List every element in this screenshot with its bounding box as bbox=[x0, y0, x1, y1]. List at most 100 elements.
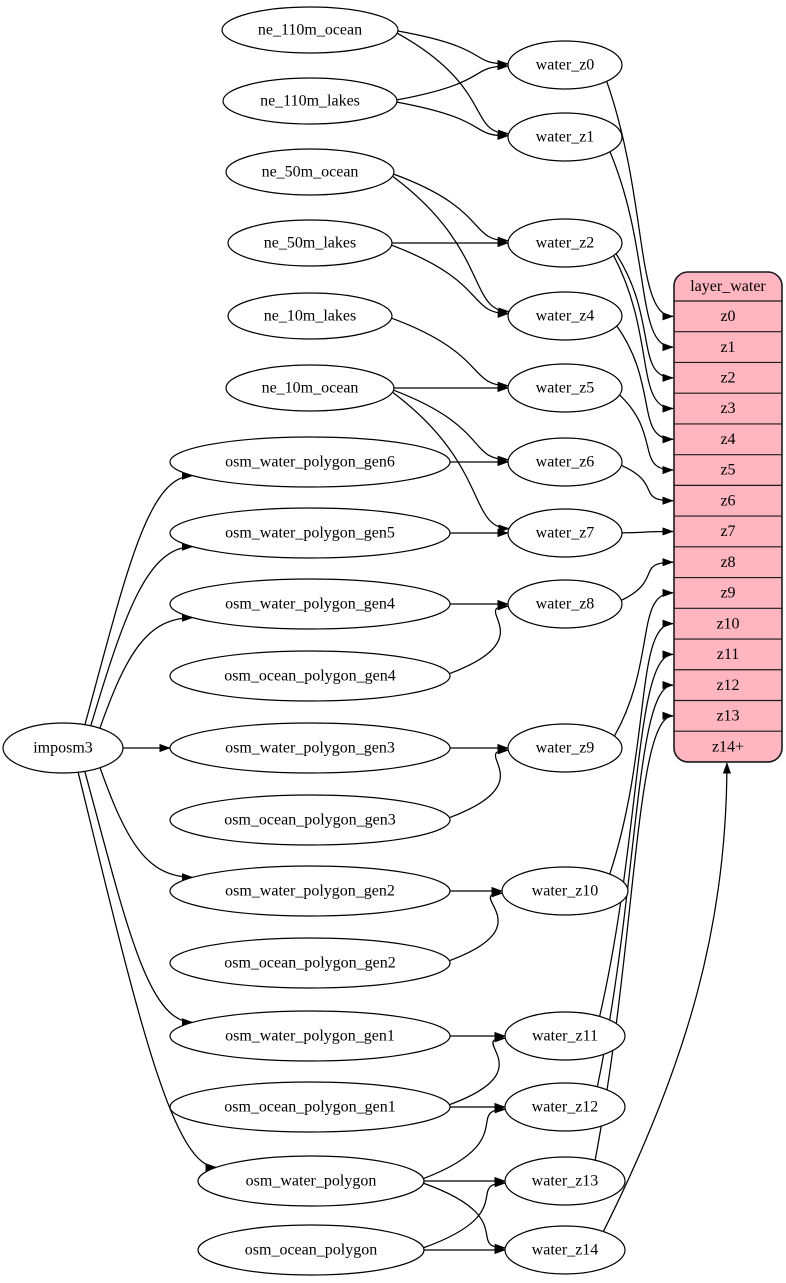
edge-water_z12-to-z12 bbox=[596, 681, 674, 1087]
node-shape-imposm3 bbox=[2, 722, 124, 774]
node-water_z6: water_z6 bbox=[507, 437, 623, 487]
node-shape-osm_ocean_polygon_gen1 bbox=[169, 1081, 451, 1133]
edge-ne_10m_ocean-to-water_z7 bbox=[392, 391, 510, 533]
node-label-ne_110m_ocean: ne_110m_ocean bbox=[258, 22, 362, 39]
record-row-z4: z4 bbox=[720, 431, 735, 448]
node-water_z12: water_z12 bbox=[504, 1082, 626, 1132]
node-osm_ocean_polygon_gen1: osm_ocean_polygon_gen1 bbox=[169, 1081, 451, 1133]
edge-ne_110m_ocean-to-water_z1 bbox=[396, 32, 510, 138]
node-label-ne_50m_ocean: ne_50m_ocean bbox=[262, 164, 359, 181]
node-shape-osm_water_polygon_gen1 bbox=[169, 1010, 451, 1062]
edge-osm_ocean_polygon_gen3-to-water_z9 bbox=[449, 746, 510, 819]
edge-imposm3-to-osm_water_polygon_gen4 bbox=[99, 613, 194, 729]
node-shape-ne_110m_ocean bbox=[221, 6, 399, 54]
record-title: layer_water bbox=[690, 278, 766, 295]
edge-imposm3-to-osm_water_polygon_gen1 bbox=[84, 771, 194, 1027]
edge-water_z2-to-z3 bbox=[613, 255, 674, 413]
edge-ne_110m_ocean-to-water_z0 bbox=[397, 30, 509, 68]
node-shape-water_z11 bbox=[504, 1011, 626, 1061]
node-label-osm_ocean_polygon_gen2: osm_ocean_polygon_gen2 bbox=[224, 955, 396, 972]
edge-water_z2-to-z2 bbox=[615, 253, 674, 382]
edge-imposm3-to-osm_water_polygon_gen6 bbox=[84, 471, 194, 725]
node-shape-water_z9 bbox=[507, 723, 623, 773]
node-shape-osm_water_polygon bbox=[197, 1155, 425, 1207]
node-shape-osm_ocean_polygon_gen3 bbox=[169, 794, 451, 846]
node-label-water_z8: water_z8 bbox=[536, 596, 595, 613]
node-water_z10: water_z10 bbox=[501, 866, 629, 916]
edge-osm_water_polygon-to-water_z14 bbox=[423, 1182, 507, 1252]
node-label-osm_water_polygon_gen1: osm_water_polygon_gen1 bbox=[225, 1028, 395, 1045]
node-osm_water_polygon_gen3: osm_water_polygon_gen3 bbox=[169, 722, 451, 774]
node-label-osm_ocean_polygon_gen1: osm_ocean_polygon_gen1 bbox=[224, 1099, 396, 1116]
node-label-imposm3: imposm3 bbox=[33, 740, 93, 757]
node-label-water_z12: water_z12 bbox=[532, 1099, 599, 1116]
edge-osm_water_polygon-to-water_z12 bbox=[423, 1105, 507, 1180]
node-label-water_z1: water_z1 bbox=[536, 129, 595, 146]
node-osm_water_polygon_gen5: osm_water_polygon_gen5 bbox=[169, 507, 451, 559]
node-shape-water_z14 bbox=[504, 1225, 626, 1275]
node-osm_ocean_polygon_gen2: osm_ocean_polygon_gen2 bbox=[169, 937, 451, 989]
node-shape-osm_water_polygon_gen5 bbox=[169, 507, 451, 559]
node-shape-osm_ocean_polygon bbox=[197, 1224, 425, 1276]
edge-osm_ocean_polygon_gen1-to-water_z11 bbox=[449, 1034, 507, 1106]
edge-ne_110m_lakes-to-water_z1 bbox=[396, 101, 509, 140]
edge-imposm3-to-osm_water_polygon bbox=[77, 772, 217, 1172]
node-label-osm_water_polygon_gen2: osm_water_polygon_gen2 bbox=[225, 883, 395, 900]
node-label-osm_water_polygon_gen6: osm_water_polygon_gen6 bbox=[225, 454, 395, 471]
edge-ne_110m_lakes-to-water_z0 bbox=[396, 62, 509, 101]
node-label-water_z7: water_z7 bbox=[536, 525, 595, 542]
node-shape-ne_110m_lakes bbox=[222, 77, 398, 125]
node-water_z5: water_z5 bbox=[507, 363, 623, 413]
node-label-water_z4: water_z4 bbox=[536, 308, 595, 325]
node-shape-water_z4 bbox=[507, 291, 623, 341]
node-label-water_z10: water_z10 bbox=[532, 883, 599, 900]
record-row-z14+: z14+ bbox=[712, 738, 744, 755]
node-water_z2: water_z2 bbox=[507, 218, 623, 268]
node-ne_10m_lakes: ne_10m_lakes bbox=[227, 292, 393, 340]
node-shape-water_z1 bbox=[507, 112, 623, 162]
node-osm_ocean_polygon_gen3: osm_ocean_polygon_gen3 bbox=[169, 794, 451, 846]
node-label-osm_water_polygon_gen3: osm_water_polygon_gen3 bbox=[225, 740, 395, 757]
node-shape-osm_water_polygon_gen6 bbox=[169, 436, 451, 488]
record-row-z9: z9 bbox=[720, 585, 735, 602]
node-label-osm_water_polygon_gen5: osm_water_polygon_gen5 bbox=[225, 525, 395, 542]
node-label-ne_10m_ocean: ne_10m_ocean bbox=[262, 380, 359, 397]
node-shape-osm_water_polygon_gen4 bbox=[169, 578, 451, 630]
node-imposm3: imposm3 bbox=[2, 722, 124, 774]
node-label-ne_110m_lakes: ne_110m_lakes bbox=[260, 93, 360, 110]
node-shape-water_z8 bbox=[507, 579, 623, 629]
node-label-ne_10m_lakes: ne_10m_lakes bbox=[264, 308, 356, 325]
node-label-osm_ocean_polygon: osm_ocean_polygon bbox=[245, 1242, 377, 1259]
edge-water_z7-to-z7 bbox=[621, 527, 674, 536]
record-row-z3: z3 bbox=[720, 400, 735, 417]
node-shape-water_z12 bbox=[504, 1082, 626, 1132]
edge-water_z8-to-z8 bbox=[621, 558, 674, 601]
node-ne_50m_lakes: ne_50m_lakes bbox=[227, 219, 393, 267]
node-osm_ocean_polygon_gen4: osm_ocean_polygon_gen4 bbox=[169, 650, 451, 702]
edge-water_z10-to-z10 bbox=[609, 619, 674, 875]
node-label-water_z0: water_z0 bbox=[536, 57, 595, 74]
edge-ne_50m_ocean-to-water_z4 bbox=[392, 175, 510, 316]
node-osm_water_polygon_gen2: osm_water_polygon_gen2 bbox=[169, 865, 451, 917]
edge-water_z1-to-z1 bbox=[609, 151, 674, 352]
node-water_z9: water_z9 bbox=[507, 723, 623, 773]
node-label-water_z13: water_z13 bbox=[532, 1173, 599, 1190]
node-ne_50m_ocean: ne_50m_ocean bbox=[225, 148, 395, 196]
node-label-osm_ocean_polygon_gen3: osm_ocean_polygon_gen3 bbox=[224, 812, 396, 829]
node-shape-water_z2 bbox=[507, 218, 623, 268]
node-label-water_z5: water_z5 bbox=[536, 380, 595, 397]
node-shape-water_z10 bbox=[501, 866, 629, 916]
node-shape-osm_ocean_polygon_gen2 bbox=[169, 937, 451, 989]
edge-ne_10m_lakes-to-water_z5 bbox=[391, 317, 510, 390]
node-shape-water_z5 bbox=[507, 363, 623, 413]
node-label-water_z6: water_z6 bbox=[536, 454, 595, 471]
node-water_z13: water_z13 bbox=[504, 1156, 626, 1206]
node-osm_water_polygon: osm_water_polygon bbox=[197, 1155, 425, 1207]
record-row-z2: z2 bbox=[720, 369, 735, 386]
edge-water_z0-to-z0 bbox=[606, 81, 674, 321]
node-shape-water_z13 bbox=[504, 1156, 626, 1206]
node-shape-ne_50m_ocean bbox=[225, 148, 395, 196]
record-row-z8: z8 bbox=[720, 554, 735, 571]
record-row-z10: z10 bbox=[716, 615, 739, 632]
